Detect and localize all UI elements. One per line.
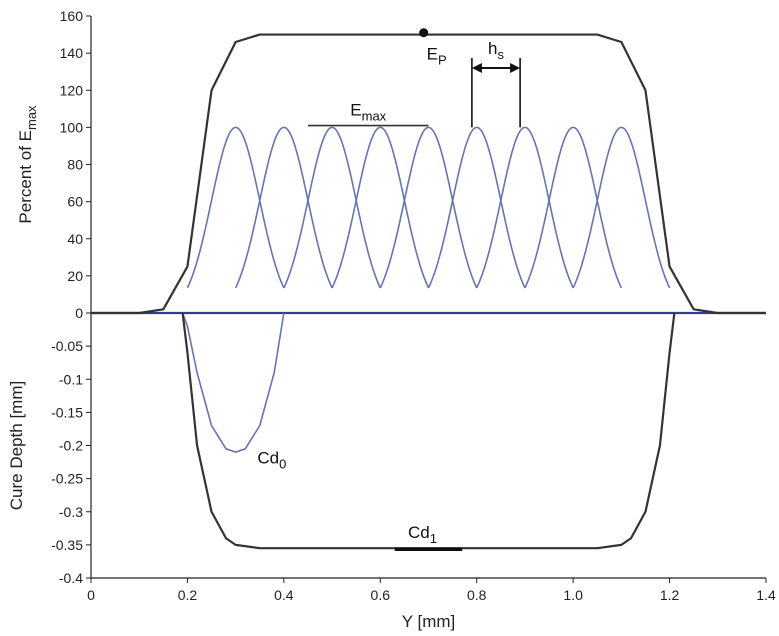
plot-area: [91, 33, 766, 550]
emax-label: Emax: [350, 101, 386, 124]
x-tick-label-5: 1.0: [563, 587, 583, 603]
x-tick-label-6: 1.2: [660, 587, 680, 603]
ep-label-subscript: P: [438, 53, 447, 68]
cd0-label: Cd0: [257, 448, 286, 471]
x-tick-label-0: 0: [87, 587, 95, 603]
y-axis-title-top-subscript: max: [24, 105, 39, 130]
y-tick-label-bottom-0: -0.4: [59, 570, 83, 586]
x-tick-label-3: 0.6: [371, 587, 391, 603]
emax-label-base: E: [350, 101, 361, 120]
hs-arrowhead-right: [510, 62, 521, 73]
cd0-label-base: Cd: [257, 448, 279, 467]
energy-profile-1: [186, 126, 285, 289]
y-tick-label-bottom-6: -0.1: [59, 371, 83, 387]
y-tick-label-bottom-2: -0.3: [59, 504, 83, 520]
y-tick-label-top-0: 0: [75, 305, 83, 321]
y-axis-title-top-base: Percent of E: [16, 130, 35, 224]
cd1-label-base: Cd: [408, 523, 430, 542]
hs-label: hs: [488, 39, 504, 62]
y-tick-label-top-8: 160: [60, 8, 84, 24]
y-tick-label-top-3: 60: [67, 194, 83, 210]
hs-label-subscript: s: [497, 47, 504, 62]
y-tick-label-bottom-3: -0.25: [51, 471, 83, 487]
cumulative-exposure-line: [91, 33, 766, 315]
emax-label-subscript: max: [362, 109, 387, 124]
single-line-cure-profile: [181, 312, 285, 453]
x-tick-label-7: 1.4: [756, 587, 776, 603]
x-tick-label-1: 0.2: [178, 587, 198, 603]
y-axis-title-bottom: Cure Depth [mm]: [7, 381, 26, 510]
energy-profile-5: [379, 126, 478, 289]
y-axis-title-top: Percent of Emax: [16, 105, 39, 224]
hs-label-base: h: [488, 39, 497, 58]
ep-marker: [419, 28, 429, 38]
y-tick-label-top-2: 40: [67, 231, 83, 247]
x-tick-label-4: 0.8: [467, 587, 487, 603]
y-tick-label-bottom-7: -0.05: [51, 338, 83, 354]
energy-profile-3: [283, 126, 382, 289]
hs-arrowhead-left: [471, 62, 482, 73]
cd1-label: Cd1: [408, 523, 437, 546]
x-tick-label-2: 0.4: [274, 587, 294, 603]
cd1-label-subscript: 1: [430, 531, 437, 546]
ep-label-base: E: [427, 45, 438, 64]
cd0-label-subscript: 0: [279, 456, 286, 471]
y-tick-label-top-7: 140: [60, 45, 84, 61]
energy-profile-9: [572, 126, 671, 289]
axes: 020406080100120140160-0.4-0.35-0.3-0.25-…: [51, 8, 776, 603]
y-tick-label-top-6: 120: [60, 82, 84, 98]
y-tick-label-top-4: 80: [67, 157, 83, 173]
energy-profile-7: [475, 126, 574, 289]
energy-profile-2: [234, 126, 333, 289]
y-tick-label-bottom-5: -0.15: [51, 404, 83, 420]
y-tick-label-top-5: 100: [60, 119, 84, 135]
y-tick-label-top-1: 20: [67, 268, 83, 284]
energy-profile-4: [331, 126, 430, 289]
y-tick-label-bottom-1: -0.35: [51, 537, 83, 553]
energy-profile-8: [524, 126, 623, 289]
y-tick-label-bottom-4: -0.2: [59, 438, 83, 454]
energy-profile-6: [427, 126, 526, 289]
ep-label: EP: [427, 45, 447, 68]
x-axis-title: Y [mm]: [402, 612, 456, 631]
